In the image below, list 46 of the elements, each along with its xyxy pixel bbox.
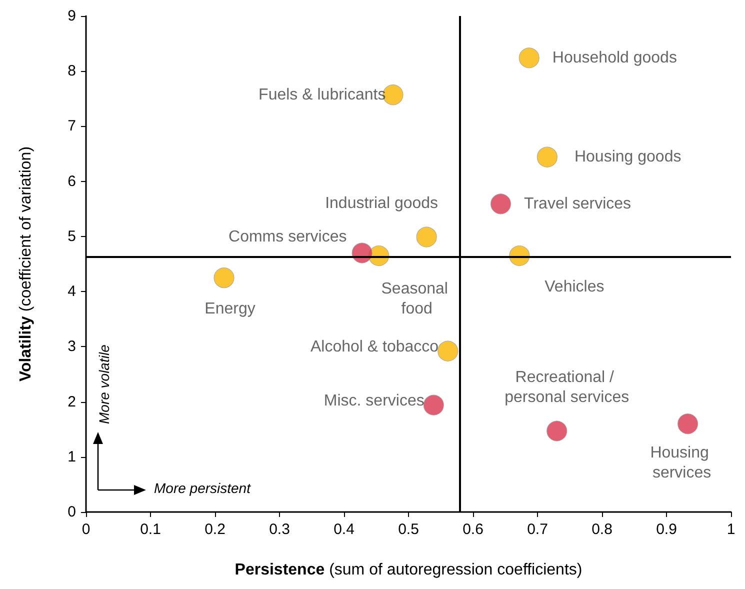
point xyxy=(423,394,444,416)
x-tick-label: 0.2 xyxy=(204,521,226,538)
x-tick-label: 1 xyxy=(726,521,736,538)
point xyxy=(416,226,437,248)
point xyxy=(214,267,234,288)
x-axis-title: Persistence (sum of autoregression coefficients) xyxy=(234,562,582,578)
x-tick-label: 0.3 xyxy=(269,521,290,538)
data-label: Comms services xyxy=(228,228,347,246)
annotation: More volatile xyxy=(96,344,112,424)
point xyxy=(518,48,540,68)
x-tick-label: 0.4 xyxy=(334,521,354,538)
y-tick-label: 8 xyxy=(68,62,76,80)
y-axis-title: Volatility (coefficient of variation) xyxy=(18,146,34,382)
y-tick-label: 1 xyxy=(68,448,76,466)
x-tick-label: 0.9 xyxy=(656,521,677,538)
data-label: Seasonal food xyxy=(381,280,452,318)
y-tick-label: 9 xyxy=(68,8,76,24)
point xyxy=(438,340,458,362)
data-label: Alcohol & tobacco xyxy=(310,338,439,356)
data-label: Housing services xyxy=(650,444,714,482)
data-label: Energy xyxy=(204,300,256,318)
point xyxy=(536,146,558,168)
y-tick-label: 6 xyxy=(68,172,76,190)
y-tick-label: 3 xyxy=(68,338,76,356)
y-tick-label: 7 xyxy=(68,118,76,135)
data-label: Vehicles xyxy=(544,278,604,296)
y-tick-label: 0 xyxy=(68,504,76,520)
point xyxy=(678,414,698,434)
x-tick-label: 0.8 xyxy=(592,521,612,538)
x-tick-label: 0 xyxy=(82,521,90,538)
y-tick-label: 5 xyxy=(68,228,76,245)
data-label: Misc. services xyxy=(324,392,424,410)
x-tick-label: 0.1 xyxy=(140,521,161,538)
point xyxy=(546,420,568,442)
x-tick-label: 0.5 xyxy=(398,521,419,538)
annotation: More persistent xyxy=(154,480,252,496)
point xyxy=(490,194,512,214)
data-label: Recreational / personal services xyxy=(504,369,630,406)
data-label: Household goods xyxy=(552,49,677,66)
data-label: Travel services xyxy=(524,195,632,212)
y-tick-label: 4 xyxy=(68,283,76,300)
data-label: Housing goods xyxy=(574,148,682,166)
data-label: Industrial goods xyxy=(325,195,438,212)
y-tick-label: 2 xyxy=(68,393,76,410)
x-tick-label: 0.6 xyxy=(462,521,484,538)
x-tick-label: 0.7 xyxy=(527,521,548,538)
